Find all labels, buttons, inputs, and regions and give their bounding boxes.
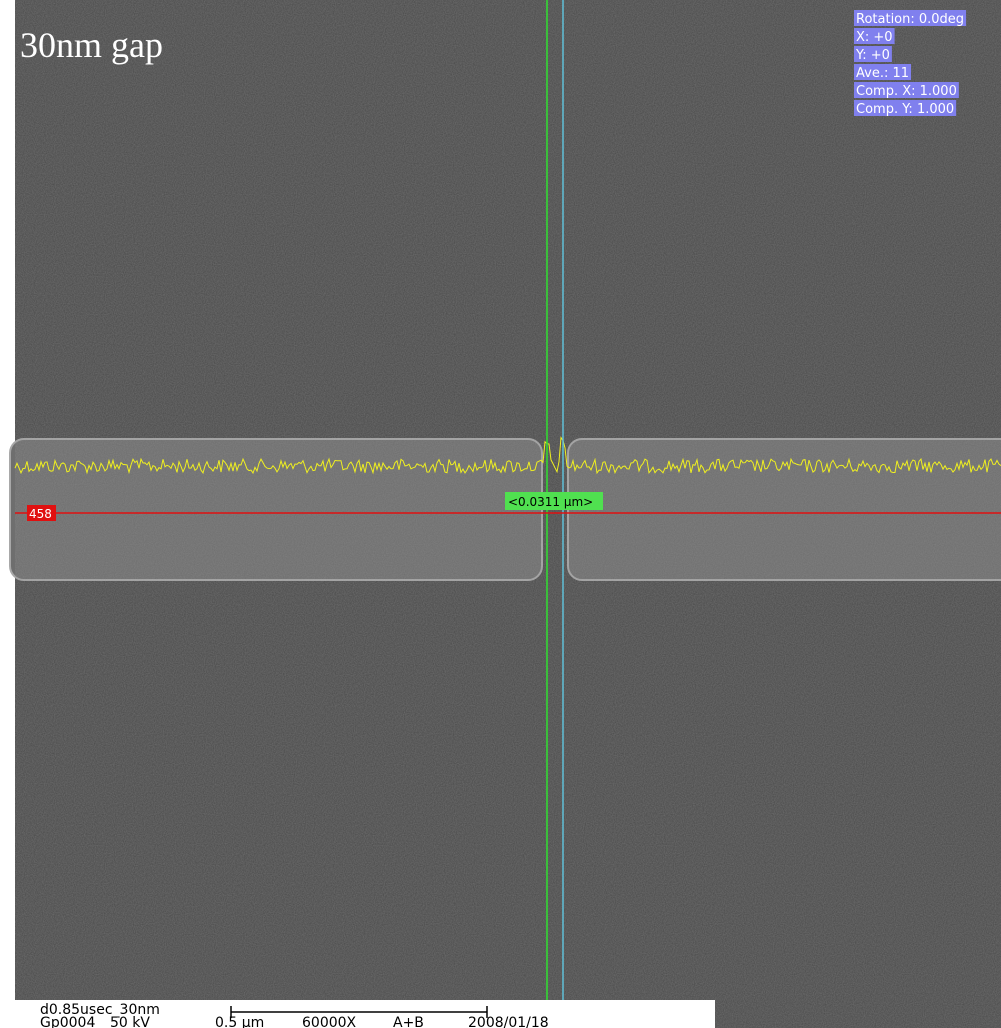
overlay-title: 30nm gap <box>20 25 163 65</box>
info-line: Ave.: 11 <box>856 66 909 81</box>
voltage: 50 kV <box>110 1015 150 1028</box>
magnification: 60000X <box>302 1015 357 1028</box>
info-line: Rotation: 0.0deg <box>856 12 964 27</box>
info-line: Comp. Y: 1.000 <box>856 102 954 117</box>
info-line: X: +0 <box>856 30 893 45</box>
image-id: Gp0004 <box>40 1015 95 1028</box>
info-line: Y: +0 <box>855 48 890 63</box>
scale: 0.5 µm <box>215 1015 264 1028</box>
noise-texture <box>15 0 1001 1028</box>
date: 2008/01/18 <box>468 1015 549 1028</box>
scan-line-label: 458 <box>29 507 52 521</box>
sem-view: 458 <0.0311 μm> 30nm gap Rotation: 0.0de… <box>0 0 1001 1028</box>
page: 458 <0.0311 μm> 30nm gap Rotation: 0.0de… <box>0 0 1001 1028</box>
info-line: Comp. X: 1.000 <box>856 84 957 99</box>
detector: A+B <box>393 1015 424 1028</box>
measurement-label: <0.0311 μm> <box>508 495 593 509</box>
